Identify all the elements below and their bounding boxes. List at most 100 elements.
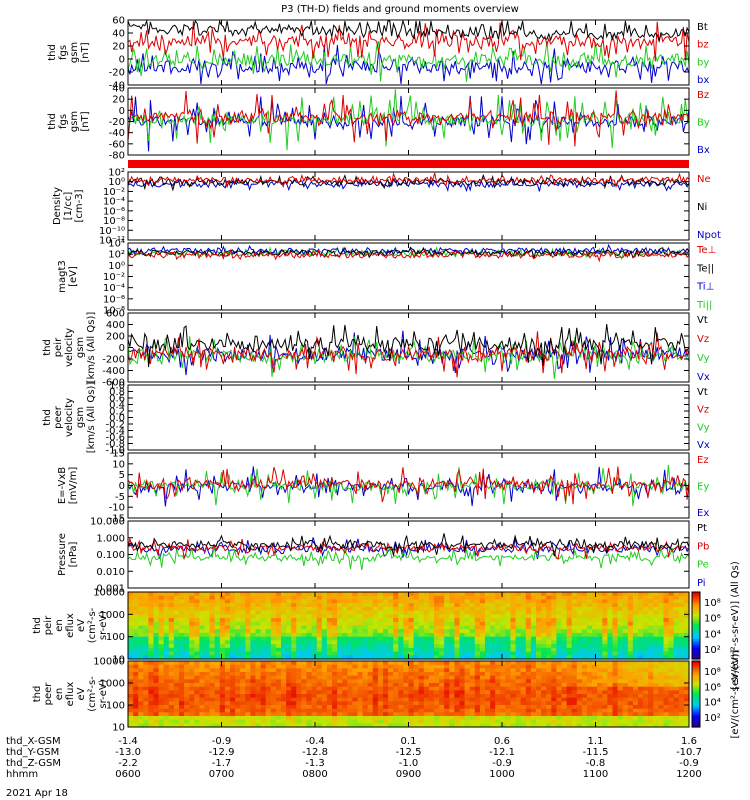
- heatmap-cell: [393, 614, 399, 619]
- heatmap-cell: [398, 606, 404, 612]
- heatmap-cell: [607, 723, 614, 728]
- heatmap-cell: [474, 697, 481, 702]
- heatmap-cell: [332, 661, 338, 666]
- heatmap-cell: [571, 595, 578, 601]
- heatmap-cell: [138, 636, 144, 641]
- heatmap-cell: [490, 621, 496, 627]
- heatmap-cell: [423, 708, 430, 713]
- heatmap-cell: [546, 664, 552, 669]
- heatmap-cell: [321, 701, 328, 706]
- colorbar-cell: [692, 711, 700, 715]
- heatmap-cell: [326, 595, 333, 601]
- heatmap-cell: [357, 686, 364, 691]
- legend-Ti||: Ti||: [696, 300, 712, 311]
- heatmap-cell: [240, 644, 246, 649]
- heatmap-cell: [434, 664, 440, 669]
- heatmap-cell: [403, 629, 410, 634]
- heatmap-cell: [377, 679, 384, 684]
- heatmap-cell: [678, 618, 685, 623]
- heatmap-cell: [281, 625, 287, 630]
- heatmap-cell: [143, 644, 149, 649]
- heatmap-cell: [398, 610, 404, 615]
- heatmap-cell: [469, 655, 476, 660]
- heatmap-cell: [250, 661, 257, 666]
- heatmap-cell: [245, 636, 251, 641]
- heatmap-cell: [612, 647, 619, 653]
- heatmap-cell: [571, 661, 578, 666]
- heatmap-cell: [413, 614, 420, 619]
- heatmap-cell: [275, 705, 282, 710]
- heatmap-cell: [530, 679, 537, 684]
- heatmap-cell: [571, 701, 578, 706]
- heatmap-cell: [367, 621, 374, 627]
- heatmap-cell: [173, 625, 180, 630]
- heatmap-cell: [204, 621, 211, 627]
- heatmap-cell: [138, 629, 144, 634]
- heatmap-cell: [163, 651, 170, 656]
- heatmap-cell: [377, 716, 384, 721]
- series-line-Pt: [127, 533, 690, 557]
- colorbar-cell: [692, 702, 700, 706]
- heatmap-cell: [240, 592, 246, 597]
- y-tick-label: -20: [109, 68, 125, 79]
- panel-4: 10⁴10²10⁰10⁻²10⁻⁴10⁻⁶10⁻⁸magt3[eV]Te⊥Te|…: [57, 239, 716, 317]
- heatmap-cell: [250, 618, 257, 623]
- heatmap-cell: [199, 679, 206, 684]
- heatmap-cell: [163, 655, 170, 660]
- heatmap-cell: [240, 690, 246, 695]
- heatmap-cell: [316, 690, 323, 695]
- heatmap-cell: [306, 675, 313, 680]
- heatmap-cell: [597, 640, 603, 645]
- heatmap-cell: [444, 632, 450, 638]
- heatmap-cell: [444, 690, 450, 695]
- heatmap-cell: [459, 651, 466, 656]
- heatmap-cell: [571, 672, 578, 677]
- heatmap-cell: [571, 694, 578, 699]
- heatmap-cell: [653, 672, 659, 677]
- heatmap-cell: [622, 705, 629, 710]
- heatmap-cell: [332, 595, 338, 601]
- heatmap-cell: [439, 632, 445, 638]
- heatmap-cell: [377, 664, 384, 669]
- heatmap-cell: [357, 603, 364, 608]
- heatmap-cell: [454, 716, 461, 721]
- colorbar-cell: [692, 661, 700, 664]
- heatmap-cell: [179, 606, 185, 612]
- heatmap-cell: [490, 672, 496, 677]
- heatmap-cell: [439, 690, 445, 695]
- heatmap-cell: [469, 723, 476, 728]
- heatmap-cell: [372, 694, 379, 699]
- heatmap-cell: [337, 636, 343, 641]
- heatmap-cell: [622, 664, 629, 669]
- heatmap-cell: [138, 712, 144, 717]
- heatmap-cell: [668, 719, 675, 724]
- heatmap-cell: [668, 683, 675, 688]
- heatmap-cell: [643, 651, 649, 656]
- heatmap-cell: [163, 595, 170, 601]
- heatmap-cell: [479, 606, 486, 612]
- heatmap-cell: [219, 647, 226, 653]
- heatmap-cell: [281, 629, 287, 634]
- heatmap-cell: [413, 599, 420, 604]
- heatmap-cell: [377, 640, 384, 645]
- heatmap-cell: [515, 668, 522, 673]
- heatmap-cell: [622, 647, 629, 653]
- y-axis-label-line: gsm: [75, 337, 86, 358]
- heatmap-cell: [510, 655, 517, 660]
- series-line-Ne: [127, 171, 690, 189]
- heatmap-cell: [337, 606, 343, 612]
- heatmap-cell: [648, 595, 654, 601]
- series-line-bx: [127, 44, 690, 85]
- heatmap-cell: [683, 640, 690, 645]
- heatmap-cell: [332, 644, 338, 649]
- heatmap-cell: [653, 629, 659, 634]
- heatmap-cell: [403, 603, 410, 608]
- heatmap-cell: [515, 647, 522, 653]
- heatmap-cell: [536, 668, 542, 673]
- heatmap-cell: [622, 679, 629, 684]
- heatmap-cell: [587, 632, 593, 638]
- heatmap-cell: [255, 655, 262, 660]
- heatmap-cell: [326, 636, 333, 641]
- heatmap-cell: [428, 606, 435, 612]
- heatmap-cell: [260, 606, 267, 612]
